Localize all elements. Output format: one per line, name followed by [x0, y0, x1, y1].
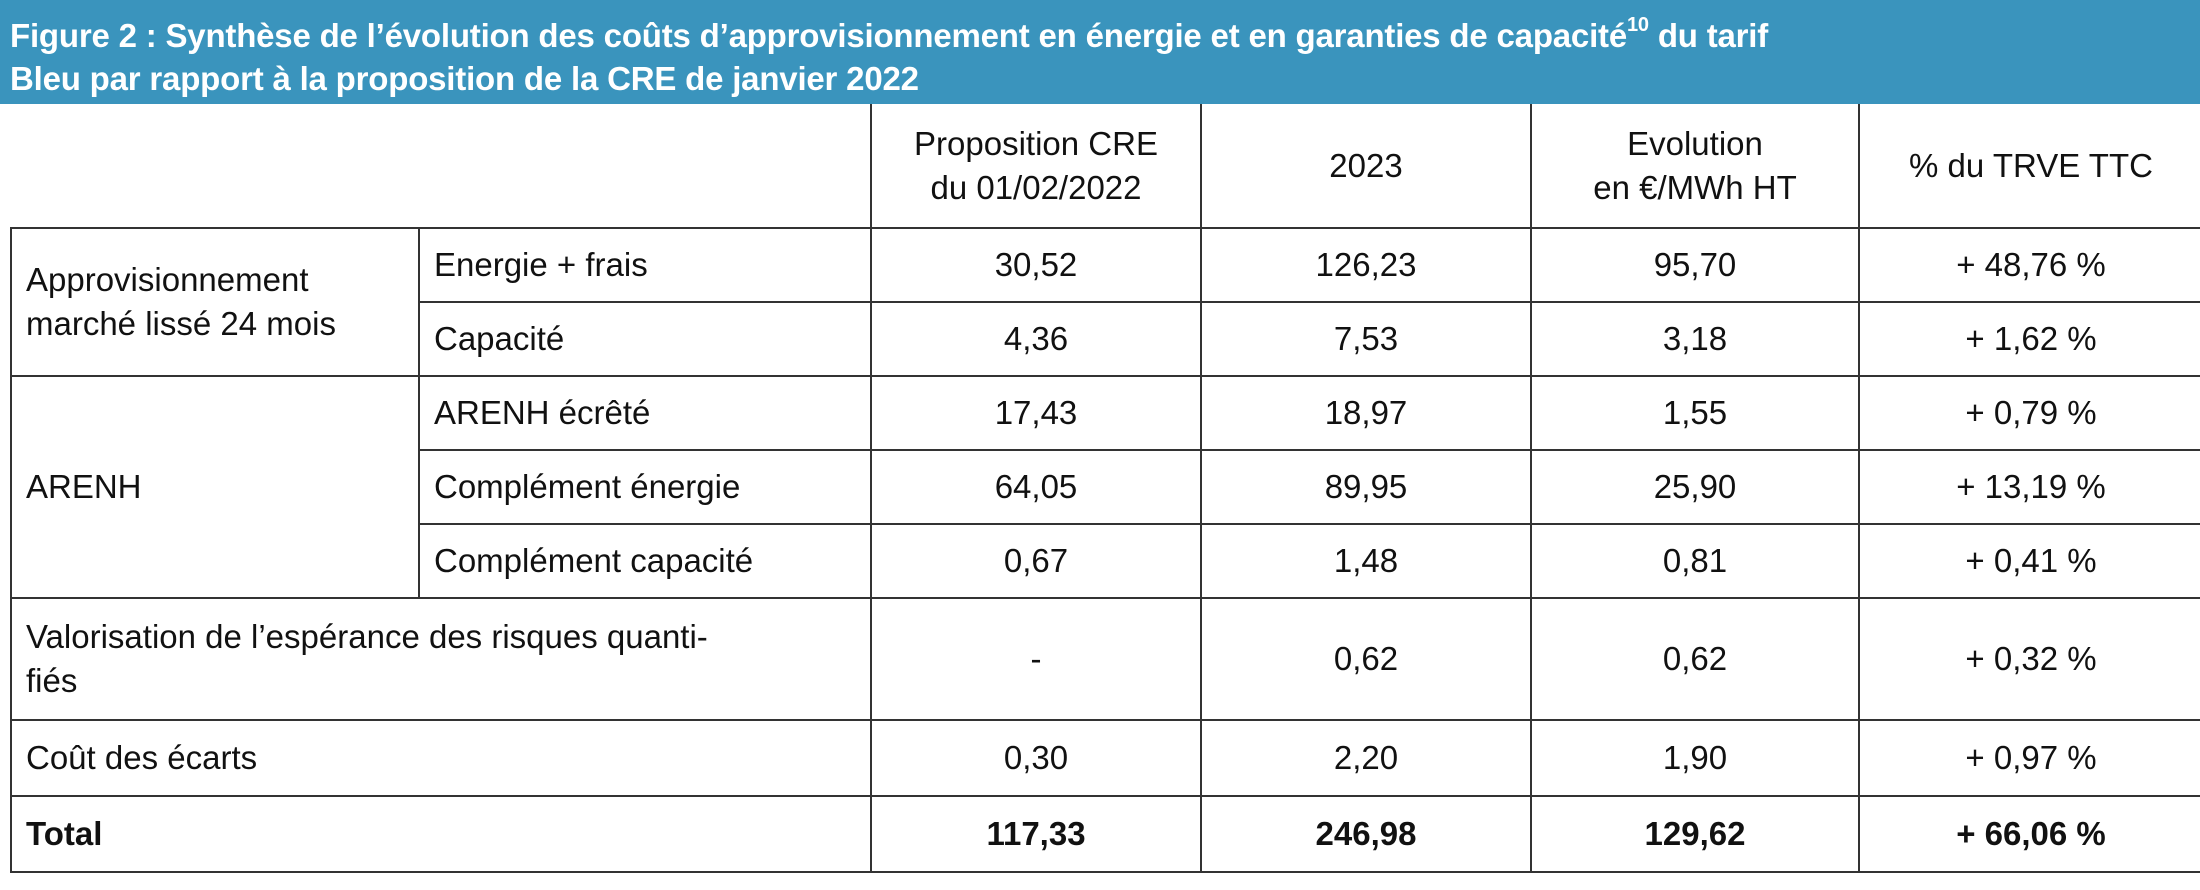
cell-pct: + 0,41 %: [1858, 523, 2200, 599]
title-text: Figure 2 : Synthèse de l’évolution des c…: [10, 17, 1627, 54]
cell-evolution: 3,18: [1530, 301, 1860, 377]
cell-proposition: 0,67: [870, 523, 1202, 599]
title-tail: du tarif: [1648, 17, 1769, 54]
figure-title-line1: Figure 2 : Synthèse de l’évolution des c…: [10, 8, 2200, 57]
cell-pct: + 13,19 %: [1858, 449, 2200, 525]
cell-2023: 126,23: [1200, 227, 1532, 303]
cell-2023: 2,20: [1200, 719, 1532, 797]
total-row: Total 117,33 246,98 129,62 + 66,06 %: [10, 795, 2200, 873]
header-proposition: Proposition CRE du 01/02/2022: [870, 104, 1202, 229]
table-row: Valorisation de l’espérance des risques …: [10, 597, 2200, 721]
cell-2023: 18,97: [1200, 375, 1532, 451]
group-arenh: ARENH: [10, 375, 420, 599]
cell-2023: 7,53: [1200, 301, 1532, 377]
cell-evolution: 129,62: [1530, 795, 1860, 873]
table-row: Coût des écarts 0,30 2,20 1,90 + 0,97 %: [10, 719, 2200, 797]
row-label: Capacité: [418, 301, 872, 377]
cell-proposition: 117,33: [870, 795, 1202, 873]
header-evolution: Evolution en €/MWh HT: [1530, 104, 1860, 229]
cell-evolution: 0,62: [1530, 597, 1860, 721]
cell-proposition: 4,36: [870, 301, 1202, 377]
cell-proposition: 30,52: [870, 227, 1202, 303]
cost-table: Proposition CRE du 01/02/2022 2023 Evolut…: [10, 104, 2200, 873]
row-label: Complément énergie: [418, 449, 872, 525]
row-label: Coût des écarts: [10, 719, 872, 797]
cell-proposition: 64,05: [870, 449, 1202, 525]
table-row: Complément capacité 0,67 1,48 0,81 + 0,4…: [11, 523, 2200, 599]
table-row: Complément énergie 64,05 89,95 25,90 + 1…: [11, 449, 2200, 525]
cell-evolution: 1,90: [1530, 719, 1860, 797]
table-row: Capacité 4,36 7,53 3,18 + 1,62 %: [11, 301, 2200, 377]
row-label: ARENH écrêté: [418, 375, 872, 451]
cell-2023: 89,95: [1200, 449, 1532, 525]
cell-2023: 246,98: [1200, 795, 1532, 873]
footnote-ref: 10: [1627, 14, 1649, 36]
header-2023: 2023: [1200, 104, 1532, 229]
cell-proposition: -: [870, 597, 1202, 721]
cell-pct: + 1,62 %: [1858, 301, 2200, 377]
cell-pct: + 48,76 %: [1858, 227, 2200, 303]
row-label: Valorisation de l’espérance des risques …: [10, 597, 872, 721]
cell-pct: + 0,97 %: [1858, 719, 2200, 797]
cell-2023: 0,62: [1200, 597, 1532, 721]
cell-pct: + 0,32 %: [1858, 597, 2200, 721]
header-pct-trve: % du TRVE TTC: [1858, 104, 2200, 229]
cell-evolution: 0,81: [1530, 523, 1860, 599]
cell-evolution: 25,90: [1530, 449, 1860, 525]
cell-evolution: 1,55: [1530, 375, 1860, 451]
row-label: Complément capacité: [418, 523, 872, 599]
cell-2023: 1,48: [1200, 523, 1532, 599]
row-label: Total: [10, 795, 872, 873]
header-blank: [11, 104, 872, 229]
table-row: ARENH ARENH écrêté 17,43 18,97 1,55 + 0,…: [10, 375, 2200, 599]
cell-pct: + 66,06 %: [1858, 795, 2200, 873]
row-label: Energie + frais: [418, 227, 872, 303]
cell-proposition: 17,43: [870, 375, 1202, 451]
header-row: Proposition CRE du 01/02/2022 2023 Evolut…: [11, 104, 2200, 229]
cell-pct: + 0,79 %: [1858, 375, 2200, 451]
figure-title: Figure 2 : Synthèse de l’évolution des c…: [0, 0, 2200, 104]
cell-proposition: 0,30: [870, 719, 1202, 797]
cell-evolution: 95,70: [1530, 227, 1860, 303]
figure-title-line2: Bleu par rapport à la proposition de la …: [10, 60, 919, 97]
group-approvisionnement: Approvisionnement marché lissé 24 mois: [10, 227, 420, 377]
table-row: Approvisionnement marché lissé 24 mois En…: [10, 227, 2200, 377]
